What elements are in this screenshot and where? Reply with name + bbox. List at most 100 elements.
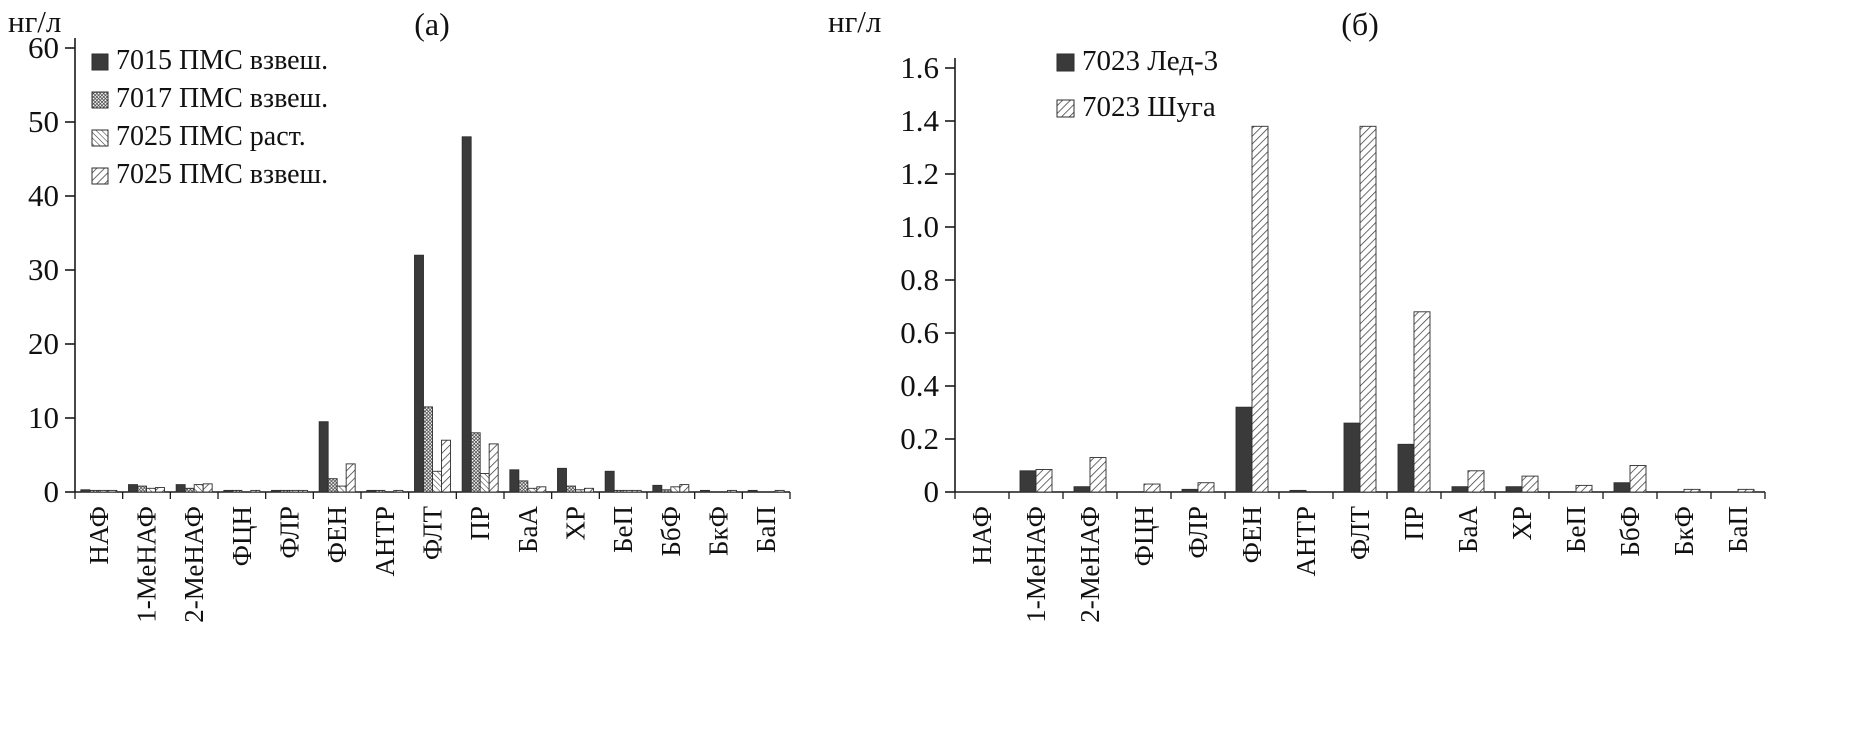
bar: [1451, 486, 1469, 493]
bar: [1467, 470, 1485, 493]
bar: [80, 489, 91, 493]
y-tick-label: 1.6: [900, 50, 939, 85]
legend-swatch: [1056, 99, 1075, 118]
bar: [202, 483, 213, 493]
bar: [1359, 125, 1377, 493]
bar: [155, 487, 165, 493]
chart-panel-b: нг/л (б) 0 0.2 0.4 0.6 0.8 1.0 1.2 1.4 1.6 НАФ 1-М…: [820, 0, 1852, 750]
bar-chart-a: 0 10 20 30 40 50 60 НАФ 1-МеНАФ 2-МеНАФ ФЦН ФЛР ФЕН А…: [28, 30, 791, 623]
bar: [223, 489, 234, 493]
bar: [479, 473, 490, 493]
chart-panel-a: нг/л (а) 0 10 20 30 40 50 60 НАФ 1-МеНАФ 2-МеНАФ Ф…: [0, 0, 820, 750]
legend-label: 7015 ПМС взвеш.: [116, 45, 328, 76]
bar: [393, 489, 404, 493]
bar: [536, 486, 547, 493]
bar: [622, 489, 633, 493]
bar: [366, 489, 377, 493]
bar: [193, 484, 204, 493]
bar: [1629, 465, 1647, 493]
bar: [280, 489, 290, 493]
bar: [509, 469, 520, 493]
bar: [575, 489, 585, 493]
bar: [1413, 311, 1431, 493]
bar: [461, 136, 472, 493]
y-tick-label: 30: [28, 252, 59, 287]
bar: [670, 486, 681, 493]
x-category-label: ФЦН: [1129, 506, 1159, 566]
bar: [1613, 482, 1631, 493]
x-category-label: БеП: [608, 506, 638, 553]
y-tick-label: 0.8: [900, 262, 939, 297]
bar: [566, 485, 576, 493]
bar: [336, 485, 347, 493]
x-category-label: 2-МеНАФ: [179, 506, 209, 623]
bar: [1073, 486, 1091, 493]
legend-swatch: [91, 91, 109, 109]
x-category-label: БаП: [751, 506, 781, 553]
legend-label: 7025 ПМС взвеш.: [116, 159, 328, 190]
bar: [318, 421, 329, 493]
bar: [1181, 488, 1199, 493]
y-tick-label: 0: [924, 474, 940, 509]
x-category-label: БаА: [513, 506, 543, 553]
bar: [298, 489, 308, 493]
bar: [184, 487, 195, 493]
y-tick-label: 10: [28, 400, 59, 435]
bar: [1521, 475, 1539, 493]
x-category-label: ХР: [561, 506, 591, 541]
bar: [98, 489, 109, 493]
bar: [146, 487, 156, 493]
x-category-label: НАФ: [967, 506, 997, 565]
bar: [1343, 422, 1361, 493]
y-tick-label: 1.0: [900, 209, 939, 244]
bar: [128, 484, 138, 493]
bar: [584, 487, 594, 493]
bar: [1251, 125, 1269, 493]
x-category-label: БкФ: [704, 506, 734, 556]
x-category-label: ФЕН: [322, 506, 352, 563]
bar: [250, 489, 261, 493]
bar: [107, 489, 118, 493]
y-tick-label: 1.4: [900, 103, 939, 138]
legend-swatch: [91, 167, 109, 185]
y-tick-label: 0.6: [900, 315, 939, 350]
bar: [1197, 482, 1215, 493]
bar: [1143, 483, 1161, 493]
bar: [652, 484, 663, 493]
bar: [631, 489, 642, 493]
y-tick-label: 0.4: [900, 368, 939, 403]
x-category-label: БаП: [1723, 506, 1753, 553]
bar: [1397, 443, 1415, 493]
x-category-label: ФЕН: [1237, 506, 1267, 563]
x-category-label: БеП: [1561, 506, 1591, 553]
bar: [1575, 484, 1593, 493]
bar: [423, 406, 433, 493]
bar: [679, 484, 690, 493]
bar: [700, 489, 710, 493]
x-category-label: ХР: [1507, 506, 1537, 541]
y-tick-label: 0.2: [900, 421, 939, 456]
bar: [432, 470, 442, 493]
y-tick-label: 50: [28, 104, 59, 139]
bar: [557, 467, 567, 493]
x-category-label: ПР: [1399, 506, 1429, 541]
legend-swatch: [1056, 53, 1075, 72]
x-category-label: БбФ: [1615, 506, 1645, 557]
y-tick-label: 20: [28, 326, 59, 361]
x-category-label: 2-МеНАФ: [1075, 506, 1105, 623]
panel-title-b: (б): [1341, 6, 1379, 42]
x-category-label: ФЛР: [1183, 506, 1213, 559]
panel-title-a: (а): [414, 6, 450, 42]
bar: [1289, 489, 1307, 493]
x-category-label: ПР: [465, 506, 495, 541]
x-category-label: ФЦН: [227, 506, 257, 566]
bar: [727, 489, 737, 493]
y-tick-label: 40: [28, 178, 59, 213]
bar: [441, 439, 451, 493]
legend-label: 7023 Лед-3: [1082, 45, 1218, 77]
y-axis-unit-label-a: нг/л: [8, 4, 62, 39]
bar: [488, 443, 499, 493]
bar: [414, 254, 424, 493]
bar: [1089, 457, 1107, 493]
x-category-label: ФЛТ: [418, 505, 448, 560]
